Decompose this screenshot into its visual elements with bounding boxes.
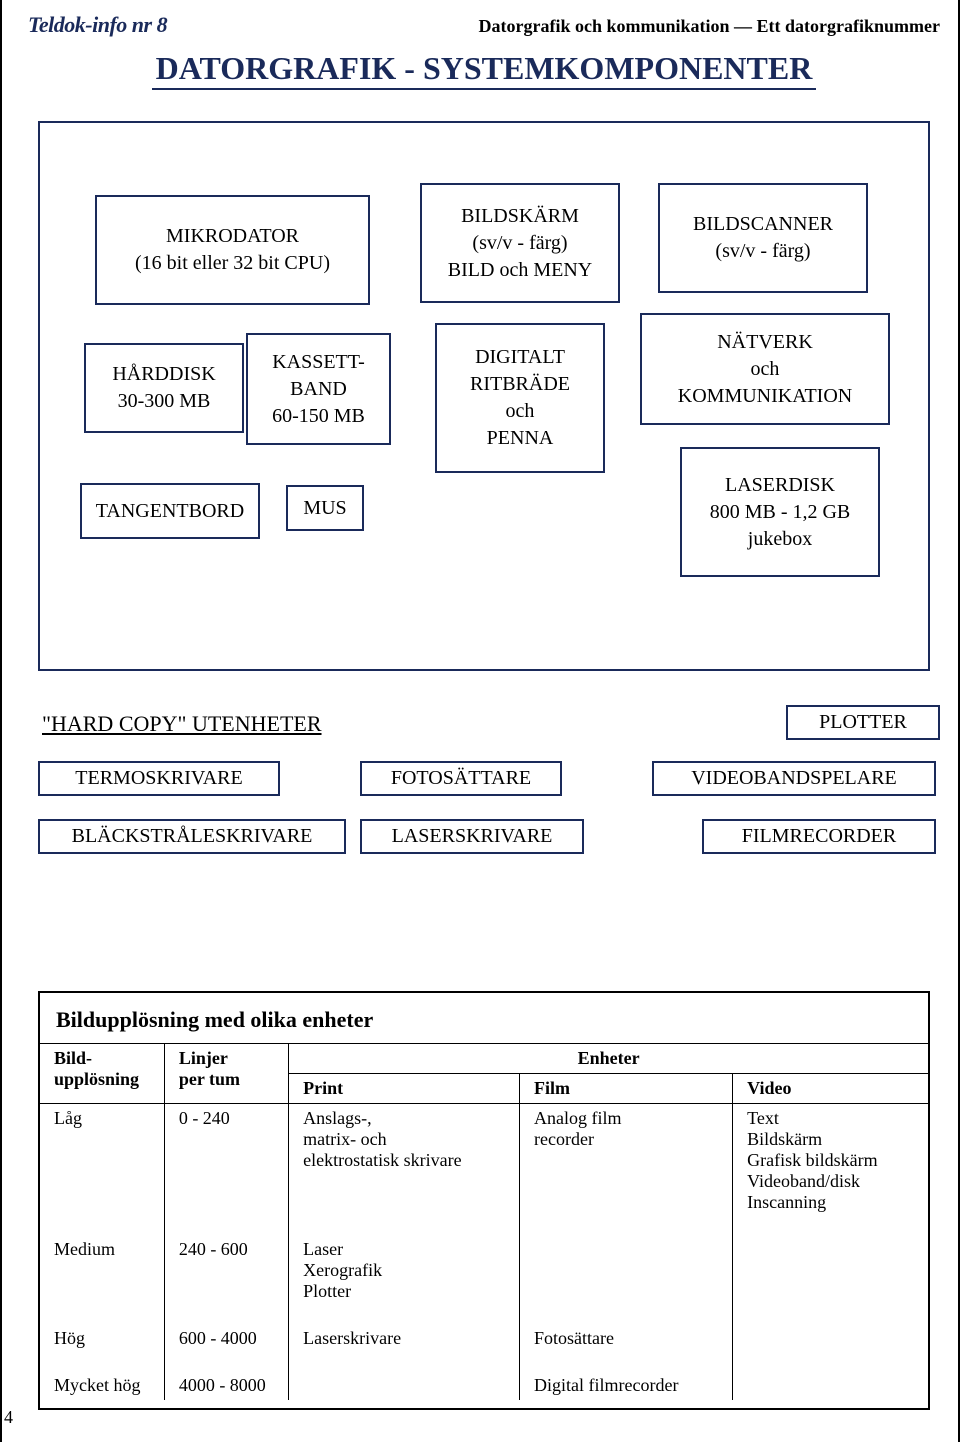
col-lpi: Linjer per tum (164, 1044, 288, 1104)
table-row-spacer (40, 1353, 928, 1371)
table-row: Låg0 - 240Anslags-,matrix- ochelektrosta… (40, 1104, 928, 1218)
table-cell (733, 1324, 928, 1353)
table-cell: LaserXerografikPlotter (289, 1235, 520, 1306)
component-box-ritbrade: DIGITALTRITBRÄDEochPENNA (435, 323, 605, 473)
component-box-laserdisk: LASERDISK800 MB - 1,2 GBjukebox (680, 447, 880, 577)
system-components-frame: MIKRODATOR(16 bit eller 32 bit CPU) BILDS… (38, 121, 930, 671)
component-box-line: NÄTVERK (717, 329, 813, 356)
col-video: Video (733, 1074, 928, 1104)
component-box-natverk: NÄTVERKochKOMMUNIKATION (640, 313, 890, 425)
component-box-line: RITBRÄDE (470, 371, 570, 398)
table-cell (733, 1371, 928, 1400)
resolution-table: Bild- upplösning Linjer per tum Enheter … (40, 1043, 928, 1400)
component-box-tangentbord: TANGENTBORD (80, 483, 260, 539)
table-row-spacer (40, 1217, 928, 1235)
component-box-line: (sv/v - färg) (715, 238, 810, 265)
table-cell: 240 - 600 (164, 1235, 288, 1306)
component-box-line: DIGITALT (475, 344, 565, 371)
component-box-mikrodator: MIKRODATOR(16 bit eller 32 bit CPU) (95, 195, 370, 305)
component-box-line: (sv/v - färg) (472, 230, 567, 257)
table-cell: 4000 - 8000 (164, 1371, 288, 1400)
table-cell (520, 1235, 733, 1306)
component-box-line: TANGENTBORD (96, 498, 244, 525)
component-box-line: BILD och MENY (448, 257, 592, 284)
table-cell: Låg (40, 1104, 164, 1218)
page-title-text: DATORGRAFIK - SYSTEMKOMPONENTER (152, 50, 817, 90)
page-number: 4 (4, 1407, 13, 1428)
component-box-line: 30-300 MB (118, 388, 211, 415)
component-box-line: 60-150 MB (272, 403, 365, 430)
table-cell: 0 - 240 (164, 1104, 288, 1218)
table-cell: Anslags-,matrix- ochelektrostatisk skriv… (289, 1104, 520, 1218)
component-box-bildscanner: BILDSCANNER(sv/v - färg) (658, 183, 868, 293)
table-cell: TextBildskärmGrafisk bildskärmVideoband/… (733, 1104, 928, 1218)
component-box-line: BILDSKÄRM (461, 203, 579, 230)
component-box-line: 800 MB - 1,2 GB (710, 499, 851, 526)
page: Teldok-info nr 8 Datorgrafik och kommuni… (0, 0, 960, 1442)
component-box-bildskarm: BILDSKÄRM(sv/v - färg)BILD och MENY (420, 183, 620, 303)
col-film: Film (520, 1074, 733, 1104)
hardcopy-section: PLOTTERTERMOSKRIVAREFOTOSÄTTAREVIDEOBAND… (38, 751, 930, 911)
table-cell: Digital filmrecorder (520, 1371, 733, 1400)
hardcopy-box-filmrecorder: FILMRECORDER (702, 819, 936, 854)
table-title: Bildupplösning med olika enheter (40, 1007, 928, 1043)
col-units: Enheter (289, 1044, 928, 1074)
component-box-line: BAND (290, 376, 347, 403)
hardcopy-box-videoband: VIDEOBANDSPELARE (652, 761, 936, 796)
page-title: DATORGRAFIK - SYSTEMKOMPONENTER (28, 50, 940, 87)
hardcopy-box-fotosattare: FOTOSÄTTARE (360, 761, 562, 796)
table-cell: Fotosättare (520, 1324, 733, 1353)
table-row: Mycket hög4000 - 8000 Digital filmrecorde… (40, 1371, 928, 1400)
component-box-line: MIKRODATOR (166, 223, 299, 250)
table-cell: Mycket hög (40, 1371, 164, 1400)
col-print: Print (289, 1074, 520, 1104)
table-cell: 600 - 4000 (164, 1324, 288, 1353)
table-cell: Analog filmrecorder (520, 1104, 733, 1218)
hardcopy-box-termoskrivare: TERMOSKRIVARE (38, 761, 280, 796)
component-box-line: LASERDISK (725, 472, 835, 499)
table-cell: Laserskrivare (289, 1324, 520, 1353)
component-box-line: KOMMUNIKATION (678, 383, 852, 410)
table-row: Medium240 - 600LaserXerografikPlotter (40, 1235, 928, 1306)
table-cell: Medium (40, 1235, 164, 1306)
issue-number: nr 8 (127, 12, 167, 37)
component-box-harddisk: HÅRDDISK30-300 MB (84, 343, 244, 433)
hardcopy-box-plotter: PLOTTER (786, 705, 940, 740)
component-box-kassett: KASSETT-BAND60-150 MB (246, 333, 391, 445)
page-header: Teldok-info nr 8 Datorgrafik och kommuni… (28, 12, 940, 38)
table-cell (289, 1371, 520, 1400)
table-cell (733, 1235, 928, 1306)
hardcopy-box-laserskrivare: LASERSKRIVARE (360, 819, 584, 854)
component-box-line: och (506, 398, 535, 425)
component-box-line: KASSETT- (272, 349, 365, 376)
table-row-spacer (40, 1306, 928, 1324)
component-box-line: PENNA (487, 425, 554, 452)
component-box-line: (16 bit eller 32 bit CPU) (135, 250, 330, 277)
component-box-line: BILDSCANNER (693, 211, 833, 238)
hardcopy-box-blackstrale: BLÄCKSTRÅLESKRIVARE (38, 819, 346, 854)
component-box-line: jukebox (748, 526, 812, 553)
col-resolution: Bild- upplösning (40, 1044, 164, 1104)
header-right: Datorgrafik och kommunikation — Ett dato… (479, 16, 941, 37)
component-box-line: MUS (303, 495, 346, 522)
component-box-line: HÅRDDISK (112, 361, 215, 388)
table-row: Hög600 - 4000LaserskrivareFotosättare (40, 1324, 928, 1353)
header-left: Teldok-info nr 8 (28, 12, 167, 38)
table-cell: Hög (40, 1324, 164, 1353)
resolution-table-frame: Bildupplösning med olika enheter Bild- u… (38, 991, 930, 1410)
component-box-mus: MUS (286, 485, 364, 531)
brand-logo: Teldok-info (28, 12, 127, 37)
table-body: Låg0 - 240Anslags-,matrix- ochelektrosta… (40, 1104, 928, 1401)
component-box-line: och (751, 356, 780, 383)
